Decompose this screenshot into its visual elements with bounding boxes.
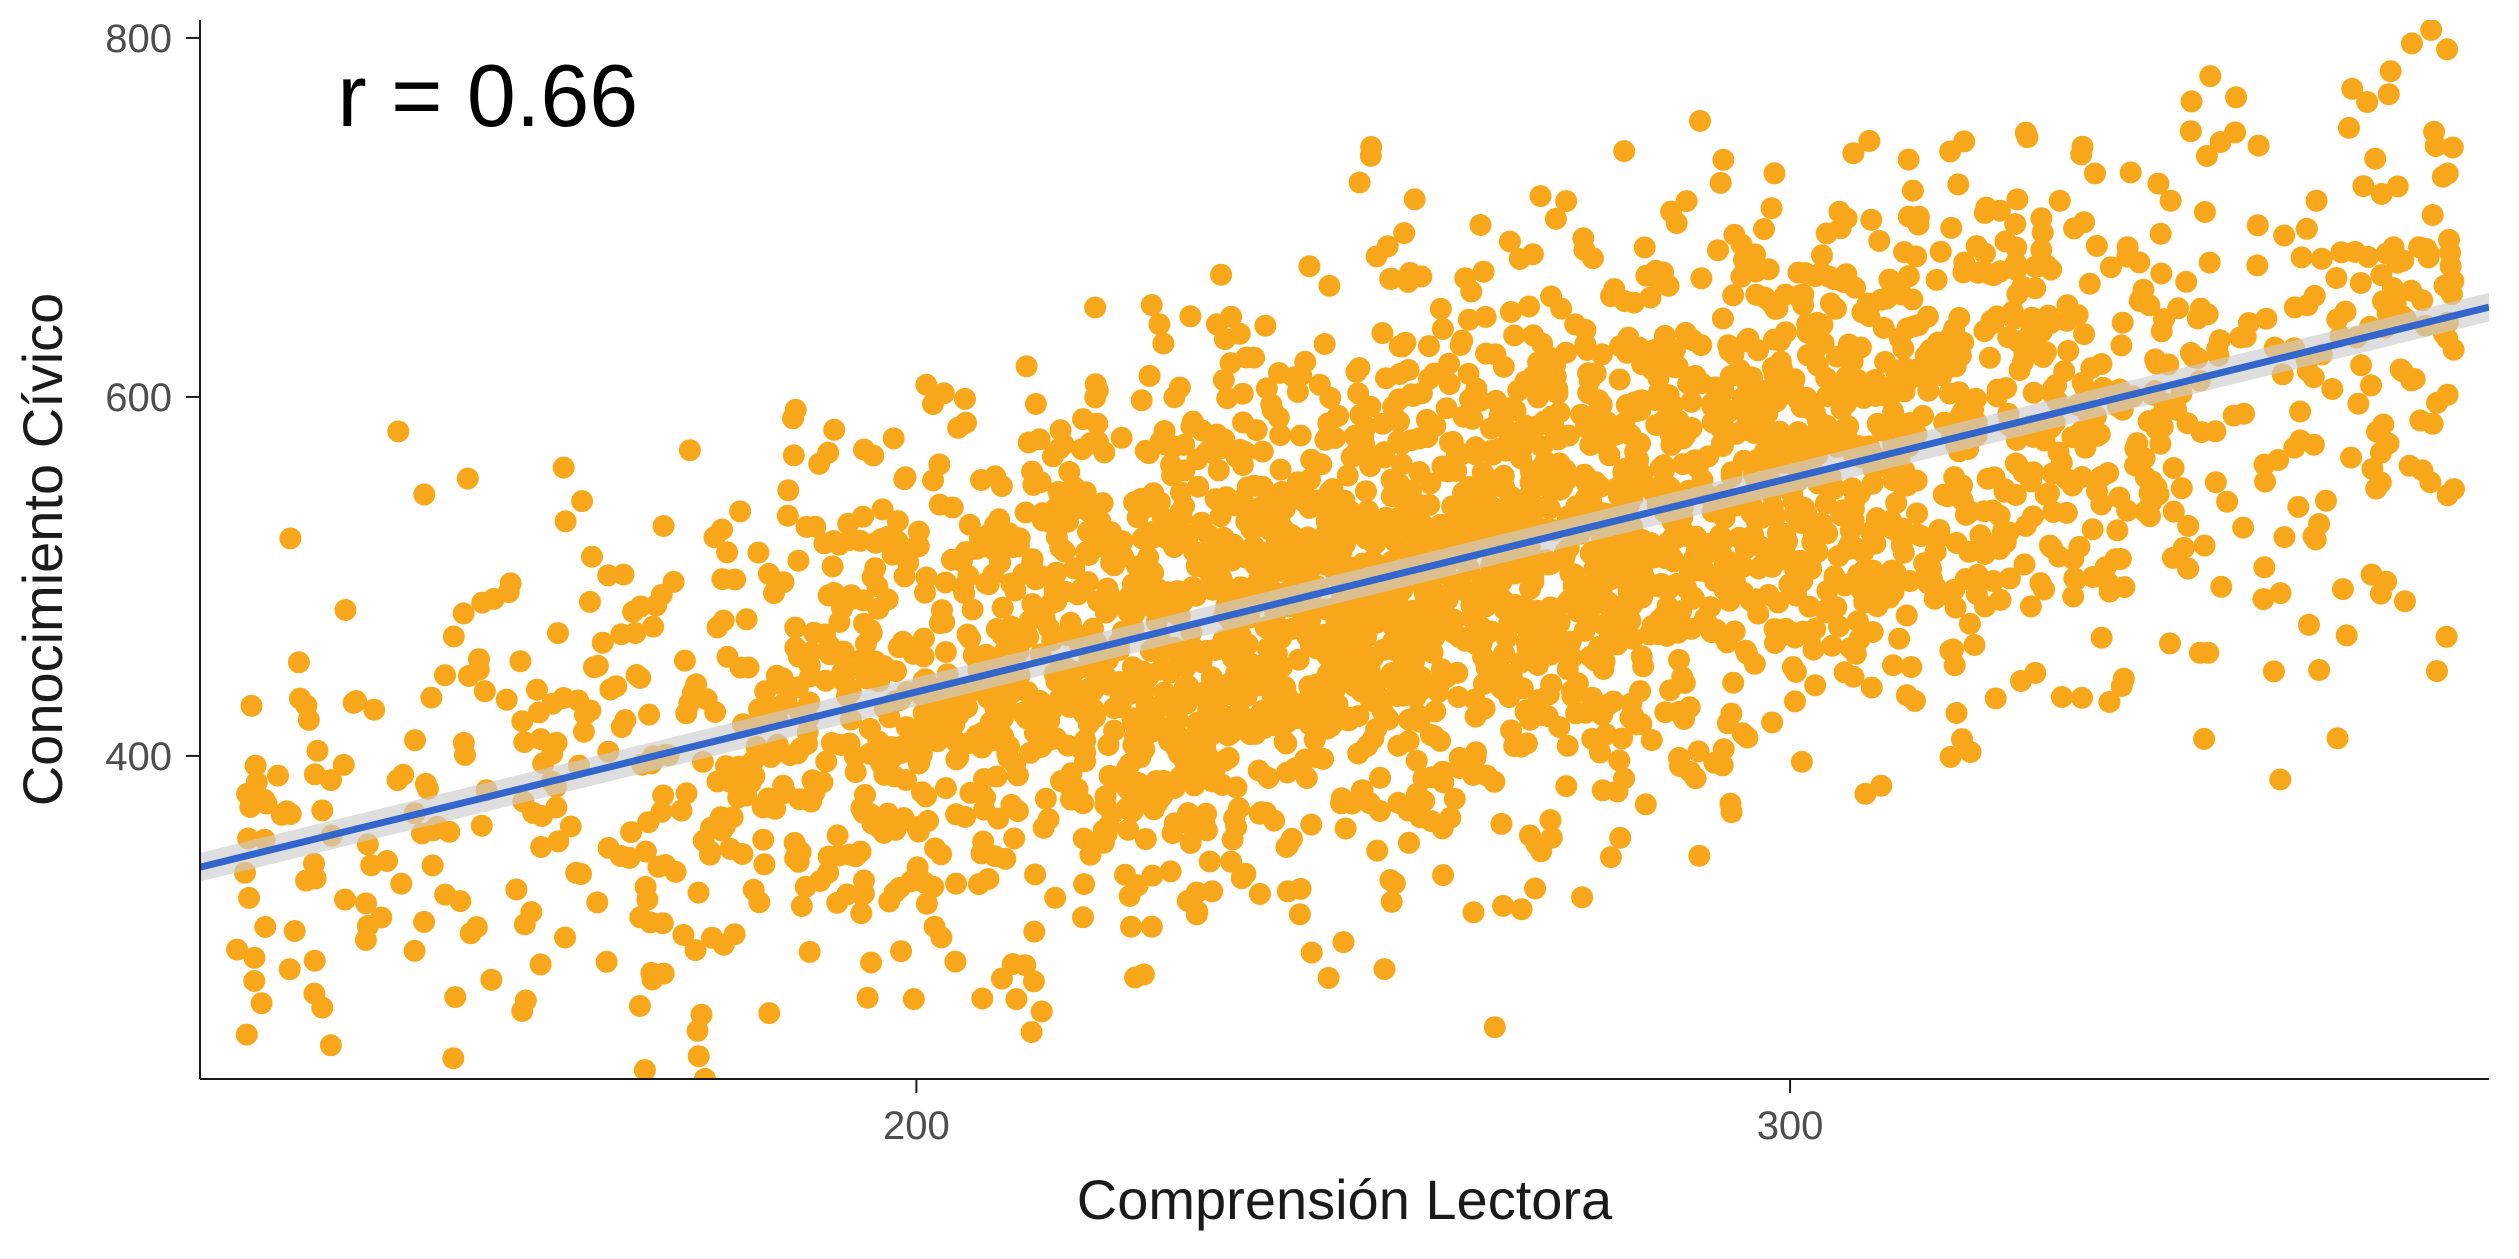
scatter-chart: 200 300 400 600 800 Comprensión Lectora Cono… [0, 0, 2519, 1259]
points [226, 19, 2465, 1090]
x-tick-label: 300 [1757, 1104, 1824, 1148]
correlation-annotation: r = 0.66 [337, 46, 638, 145]
y-tick-label: 800 [105, 17, 172, 61]
y-tick-label: 600 [105, 376, 172, 420]
plot-area [200, 19, 2489, 1090]
y-tick-label: 400 [105, 735, 172, 779]
x-tick-label: 200 [883, 1104, 950, 1148]
regression-line [200, 307, 2489, 867]
x-axis-title: Comprensión Lectora [1077, 1168, 1613, 1231]
chart-svg: 200 300 400 600 800 Comprensión Lectora Cono… [0, 0, 2519, 1259]
y-axis-title: Conocimiento Cívico [11, 293, 74, 807]
